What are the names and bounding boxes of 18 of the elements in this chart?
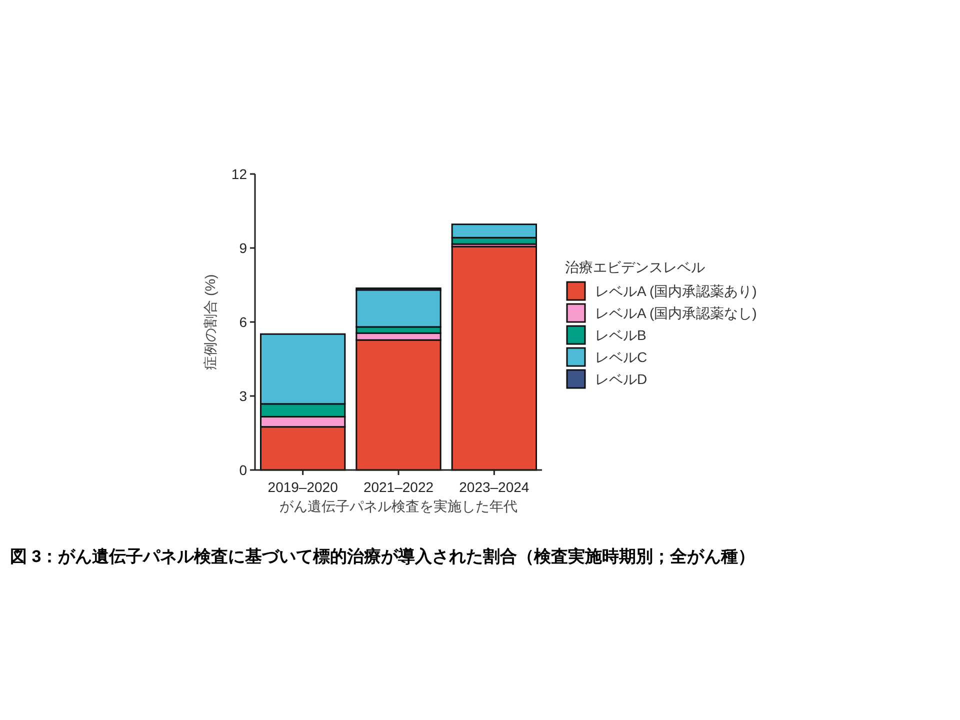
y-tick-label: 6 xyxy=(239,314,248,330)
x-axis-title: がん遺伝子パネル検査を実施した年代 xyxy=(280,498,518,514)
y-tick-label: 12 xyxy=(231,166,248,182)
y-tick-label: 3 xyxy=(239,388,248,404)
legend-label: レベルD xyxy=(595,371,648,387)
bar xyxy=(451,246,538,471)
x-tick-label: 2019–2020 xyxy=(268,479,338,495)
y-axis-title: 症例の割合 (%) xyxy=(202,274,218,370)
y-tick-label: 0 xyxy=(239,462,248,478)
caption: 図 3：がん遺伝子パネル検査に基づいて標的治療が導入された割合（検査実施時期別；全がん種） xyxy=(10,547,756,566)
y-tick-label: 9 xyxy=(239,240,248,256)
legend-label: レベルA (国内承認薬なし) xyxy=(595,305,757,321)
x-tick-label: 2021–2022 xyxy=(363,479,434,495)
legend-label: レベルC xyxy=(595,349,648,365)
legend-label: レベルB xyxy=(595,327,646,343)
legend-label: レベルA (国内承認薬あり) xyxy=(595,283,757,299)
legend-title: 治療エビデンスレベル xyxy=(565,259,705,275)
x-tick-label: 2023–2024 xyxy=(459,479,530,495)
